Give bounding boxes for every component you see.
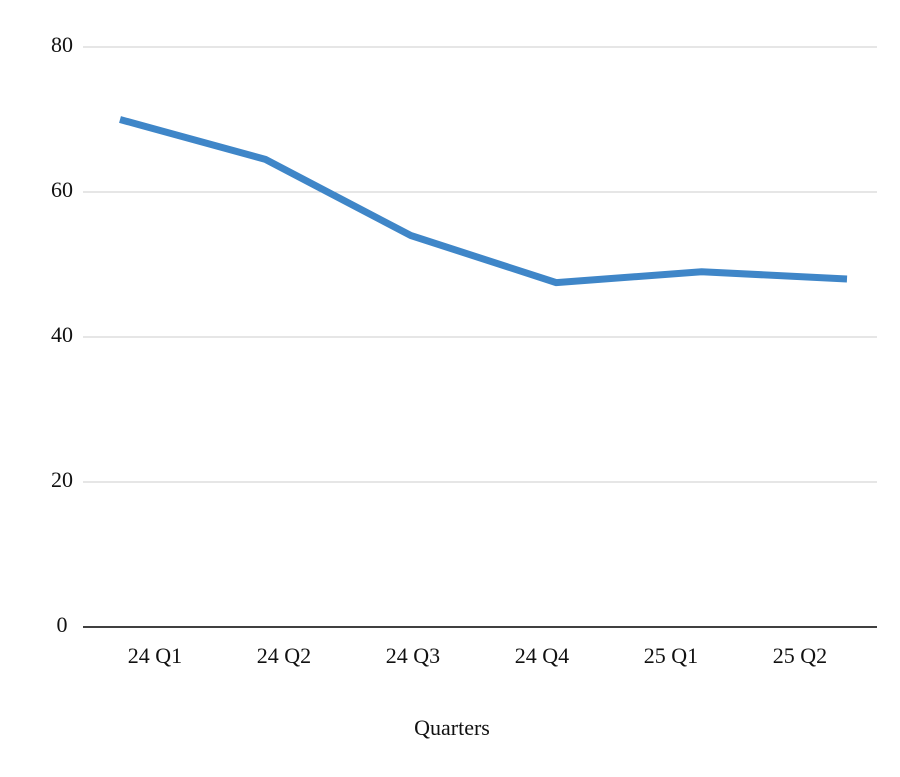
- y-tick-label: 60: [51, 177, 73, 202]
- y-tick-label: 80: [51, 32, 73, 57]
- x-axis-title: Quarters: [414, 715, 490, 740]
- x-tick-label: 24 Q3: [386, 643, 440, 668]
- y-tick-label: 0: [57, 612, 68, 637]
- x-tick-label: 24 Q2: [257, 643, 311, 668]
- x-tick-label: 25 Q1: [644, 643, 698, 668]
- data-line: [119, 116, 848, 287]
- y-tick-label: 20: [51, 467, 73, 492]
- x-tick-label: 24 Q4: [515, 643, 569, 668]
- x-tick-label: 25 Q2: [773, 643, 827, 668]
- y-tick-label: 40: [51, 322, 73, 347]
- x-tick-label: 24 Q1: [128, 643, 182, 668]
